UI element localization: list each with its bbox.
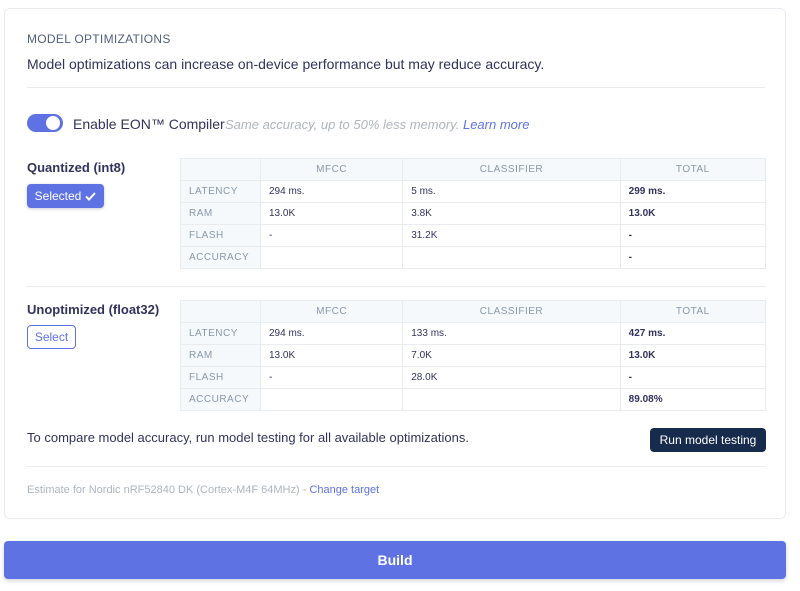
toggle-knob <box>46 116 60 130</box>
table-corner <box>180 300 261 323</box>
cell-total: 89.08% <box>619 388 767 411</box>
cell-total: - <box>619 246 767 269</box>
quantized-label: Quantized (int8) <box>27 160 126 175</box>
change-target-link[interactable]: Change target <box>309 484 380 496</box>
quantized-selected-button[interactable]: Selected <box>27 184 104 208</box>
cell-mfcc <box>259 388 404 411</box>
cell-total: 13.0K <box>619 344 767 367</box>
eon-compiler-toggle[interactable] <box>27 114 63 132</box>
estimate-text: Estimate for Nordic nRF52840 DK (Cortex-… <box>27 484 307 496</box>
table-row: RAM 13.0K 7.0K 13.0K <box>180 344 767 367</box>
cell-total: - <box>619 224 767 247</box>
cell-classifier: 3.8K <box>402 202 621 225</box>
header-total: TOTAL <box>619 158 767 181</box>
eon-compiler-hint: Same accuracy, up to 50% less memory. Le… <box>225 117 529 132</box>
cell-mfcc: 13.0K <box>259 344 404 367</box>
table-row: RAM 13.0K 3.8K 13.0K <box>180 202 767 225</box>
row-label: LATENCY <box>180 180 261 203</box>
cell-total: 427 ms. <box>619 322 767 345</box>
learn-more-link[interactable]: Learn more <box>462 117 530 132</box>
section-title: MODEL OPTIMIZATIONS <box>27 32 171 46</box>
divider-top <box>27 87 765 88</box>
divider-middle <box>27 286 765 287</box>
estimate-target: Estimate for Nordic nRF52840 DK (Cortex-… <box>27 484 379 496</box>
eon-hint-text: Same accuracy, up to 50% less memory. <box>225 117 460 132</box>
unoptimized-metrics-table: MFCC CLASSIFIER TOTAL LATENCY 294 ms. 13… <box>180 300 767 411</box>
section-description: Model optimizations can increase on-devi… <box>27 56 545 72</box>
cell-classifier: 5 ms. <box>402 180 621 203</box>
cell-mfcc: - <box>259 366 404 389</box>
cell-total: 299 ms. <box>619 180 767 203</box>
compare-accuracy-text: To compare model accuracy, run model tes… <box>27 430 469 445</box>
cell-classifier: 31.2K <box>402 224 621 247</box>
model-optimizations-card: MODEL OPTIMIZATIONS Model optimizations … <box>4 8 786 519</box>
cell-classifier <box>402 388 621 411</box>
header-mfcc: MFCC <box>259 300 404 323</box>
table-corner <box>180 158 261 181</box>
table-row: LATENCY 294 ms. 5 ms. 299 ms. <box>180 180 767 203</box>
row-label: ACCURACY <box>180 246 261 269</box>
row-label: ACCURACY <box>180 388 261 411</box>
table-row: FLASH - 31.2K - <box>180 224 767 247</box>
cell-mfcc: 294 ms. <box>259 180 404 203</box>
row-label: RAM <box>180 344 261 367</box>
table-row: ACCURACY - <box>180 246 767 269</box>
cell-total: - <box>619 366 767 389</box>
cell-mfcc: - <box>259 224 404 247</box>
cell-classifier: 7.0K <box>402 344 621 367</box>
quantized-metrics-table: MFCC CLASSIFIER TOTAL LATENCY 294 ms. 5 … <box>180 158 767 269</box>
run-model-testing-button[interactable]: Run model testing <box>650 428 766 452</box>
cell-mfcc: 13.0K <box>259 202 404 225</box>
cell-classifier: 133 ms. <box>402 322 621 345</box>
cell-mfcc: 294 ms. <box>259 322 404 345</box>
row-label: LATENCY <box>180 322 261 345</box>
table-row: LATENCY 294 ms. 133 ms. 427 ms. <box>180 322 767 345</box>
row-label: FLASH <box>180 224 261 247</box>
row-label: RAM <box>180 202 261 225</box>
header-classifier: CLASSIFIER <box>402 300 621 323</box>
table-row: FLASH - 28.0K - <box>180 366 767 389</box>
checkmark-icon <box>85 191 97 201</box>
table-row: ACCURACY 89.08% <box>180 388 767 411</box>
divider-bottom <box>27 466 765 467</box>
build-button[interactable]: Build <box>4 541 786 579</box>
unoptimized-label: Unoptimized (float32) <box>27 302 160 317</box>
row-label: FLASH <box>180 366 261 389</box>
cell-mfcc <box>259 246 404 269</box>
header-total: TOTAL <box>619 300 767 323</box>
eon-compiler-label: Enable EON™ Compiler <box>73 116 225 132</box>
header-classifier: CLASSIFIER <box>402 158 621 181</box>
cell-classifier: 28.0K <box>402 366 621 389</box>
cell-classifier <box>402 246 621 269</box>
header-mfcc: MFCC <box>259 158 404 181</box>
selected-button-label: Selected <box>34 189 82 203</box>
cell-total: 13.0K <box>619 202 767 225</box>
unoptimized-select-button[interactable]: Select <box>27 325 76 349</box>
